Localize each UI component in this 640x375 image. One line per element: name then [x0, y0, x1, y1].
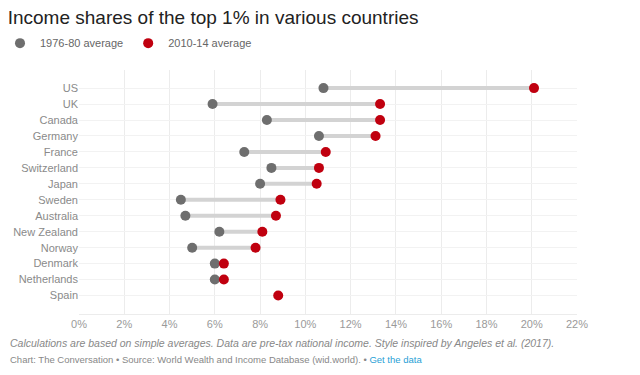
svg-text:12%: 12%	[340, 318, 362, 330]
svg-text:Canada: Canada	[39, 114, 78, 126]
svg-text:Australia: Australia	[35, 210, 79, 222]
svg-text:4%: 4%	[162, 318, 178, 330]
svg-text:France: France	[44, 146, 78, 158]
svg-text:Chart: The Conversation • Sour: Chart: The Conversation • Source: World …	[10, 354, 422, 365]
svg-text:UK: UK	[63, 98, 79, 110]
svg-text:10%: 10%	[294, 318, 316, 330]
svg-text:Switzerland: Switzerland	[21, 162, 78, 174]
svg-text:Japan: Japan	[48, 178, 78, 190]
svg-text:Spain: Spain	[50, 289, 78, 301]
svg-text:22%: 22%	[566, 318, 588, 330]
svg-text:2%: 2%	[116, 318, 132, 330]
svg-text:Denmark: Denmark	[33, 257, 78, 269]
svg-text:Sweden: Sweden	[38, 194, 78, 206]
svg-text:Germany: Germany	[33, 130, 79, 142]
svg-text:New Zealand: New Zealand	[13, 226, 78, 238]
svg-text:6%: 6%	[207, 318, 223, 330]
svg-text:0%: 0%	[71, 318, 87, 330]
svg-text:18%: 18%	[475, 318, 497, 330]
svg-text:20%: 20%	[521, 318, 543, 330]
svg-text:14%: 14%	[385, 318, 407, 330]
svg-text:US: US	[63, 82, 78, 94]
svg-text:16%: 16%	[430, 318, 452, 330]
svg-text:Norway: Norway	[41, 242, 79, 254]
svg-text:Netherlands: Netherlands	[19, 273, 79, 285]
svg-text:Calculations are based on simp: Calculations are based on simple average…	[10, 337, 554, 349]
svg-text:Income shares of the top 1% in: Income shares of the top 1% in various c…	[8, 7, 419, 28]
svg-text:8%: 8%	[252, 318, 268, 330]
svg-text:2010-14 average: 2010-14 average	[168, 37, 251, 49]
svg-text:1976-80 average: 1976-80 average	[40, 37, 123, 49]
